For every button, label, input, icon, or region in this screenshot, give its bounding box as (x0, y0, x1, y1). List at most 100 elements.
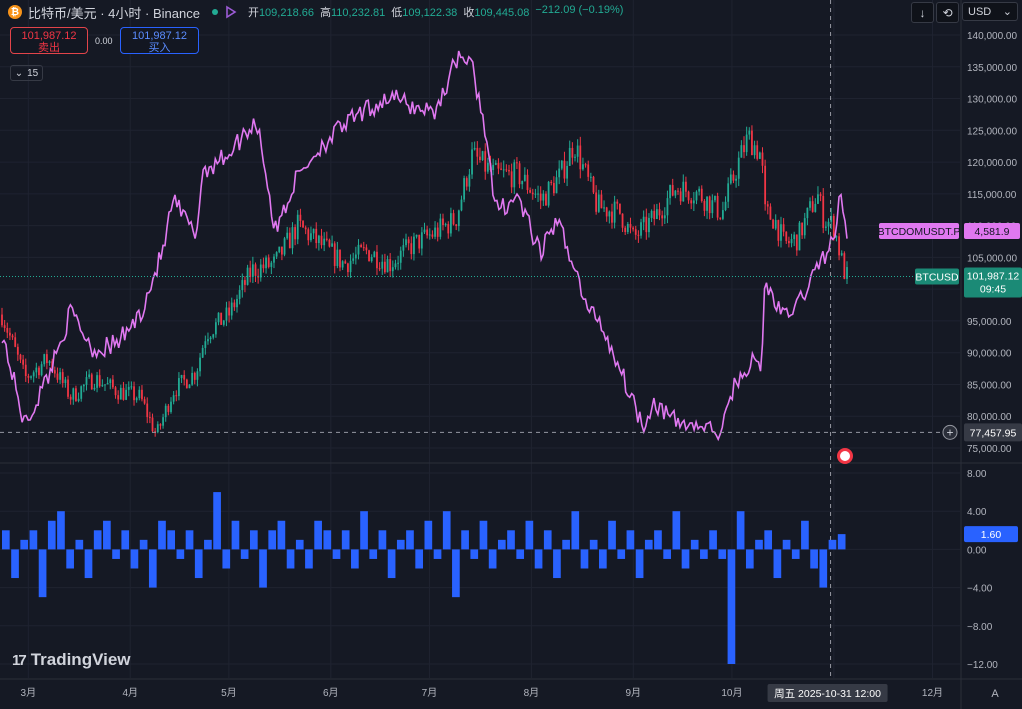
histogram-bar (442, 511, 451, 550)
candle-body (288, 232, 291, 249)
symbol-legend: ₿ 比特币/美元 · 4小时 · Binance 开109,218.66 高11… (8, 3, 623, 21)
candle-body (420, 232, 423, 249)
oscillator-value-tag-bg (964, 526, 1018, 543)
histogram-bar (608, 520, 616, 550)
candle-body (568, 147, 571, 166)
candle-body (225, 307, 228, 321)
candle-body (122, 387, 125, 400)
candle-body (811, 201, 814, 212)
candle-body (677, 190, 679, 192)
candle-body (824, 226, 827, 228)
candle-body (576, 145, 579, 157)
histogram-bar (681, 549, 690, 569)
candle-body (571, 147, 574, 158)
candle-body (53, 370, 56, 374)
candle-body (27, 376, 30, 378)
candle-body (531, 192, 534, 195)
histogram-bar (204, 539, 212, 550)
candle-body (370, 257, 373, 262)
candle-body (16, 346, 19, 355)
candle-body (11, 335, 14, 338)
candle-body (143, 399, 146, 404)
candle-body (170, 401, 172, 412)
tradingview-logo[interactable]: 17 TradingView (12, 650, 131, 670)
candle-body (589, 176, 592, 178)
candle-body (104, 384, 106, 386)
osc-y-tick-label: −12.00 (967, 660, 998, 671)
candle-body (254, 264, 257, 276)
lot-size-dropdown[interactable]: ⌄ 15 (10, 65, 43, 81)
candle-body (537, 193, 539, 195)
candle-body (761, 152, 764, 166)
histogram-bar (20, 539, 29, 550)
histogram-bar (819, 549, 828, 588)
currency-select[interactable]: USD ⌄ (962, 2, 1018, 21)
x-tick-label: 10月 (721, 687, 742, 699)
candle-body (737, 157, 740, 179)
candle-body (349, 260, 352, 273)
candle-body (109, 379, 112, 384)
histogram-bar (341, 530, 350, 550)
buy-button[interactable]: 101,987.12 买入 (120, 27, 199, 54)
arrow-down-icon[interactable]: ↓ (911, 2, 934, 23)
candle-body (178, 378, 180, 397)
histogram-bar (332, 549, 341, 559)
candle-body (9, 332, 11, 336)
candle-body (38, 367, 40, 376)
candle-body (481, 151, 484, 161)
osc-y-tick-label: −4.00 (967, 584, 993, 595)
candle-body (674, 190, 677, 196)
symbol-title[interactable]: 比特币/美元 · 4小时 · Binance (28, 5, 200, 21)
histogram-bar (672, 511, 681, 550)
osc-y-tick-label: 8.00 (967, 469, 987, 480)
histogram-bar (406, 530, 414, 550)
chevron-down-icon: ⌄ (1002, 6, 1012, 18)
candle-body (574, 156, 576, 158)
candle-body (817, 194, 819, 204)
histogram-bar (213, 492, 221, 550)
candle-body (661, 215, 664, 219)
candle-body (317, 235, 320, 244)
histogram-bar (11, 549, 19, 579)
histogram-bar (534, 549, 543, 569)
sell-label: 卖出 (38, 42, 60, 54)
replay-icon[interactable] (224, 5, 238, 19)
candle-body (650, 210, 653, 218)
y-tick-label: 130,000.00 (967, 95, 1017, 106)
candle-body (780, 224, 782, 241)
candle-body (320, 235, 323, 246)
sell-button[interactable]: 101,987.12 卖出 (10, 27, 88, 54)
candle-body (584, 164, 587, 166)
x-tick-label: 9月 (626, 687, 642, 699)
candle-body (714, 195, 716, 201)
candle-body (510, 171, 513, 188)
histogram-bar (93, 530, 102, 550)
candle-body (22, 359, 25, 365)
candle-body (690, 200, 693, 204)
candle-body (328, 239, 331, 247)
histogram-bar (259, 549, 267, 588)
candle-body (434, 227, 436, 237)
histogram-bar (103, 520, 111, 550)
candle-body (695, 191, 698, 201)
candle-body (605, 207, 608, 217)
fullscreen-icon[interactable]: ⟲ (936, 2, 959, 23)
candle-body (758, 152, 761, 159)
candle-body (756, 145, 759, 159)
candle-body (352, 258, 355, 261)
histogram-bar (810, 549, 818, 569)
candle-body (550, 181, 553, 183)
sell-price: 101,987.12 (21, 30, 77, 42)
candle-body (447, 224, 450, 234)
candle-body (162, 417, 164, 426)
histogram-bar (249, 530, 258, 550)
histogram-bar (268, 530, 277, 550)
candle-body (603, 207, 605, 209)
candle-body (159, 424, 162, 426)
histogram-bar (461, 530, 469, 550)
candle-body (220, 312, 223, 325)
histogram-bar (782, 539, 791, 550)
btcdom-price-tag: 4,581.9 (974, 226, 1009, 238)
histogram-bar (66, 549, 74, 569)
